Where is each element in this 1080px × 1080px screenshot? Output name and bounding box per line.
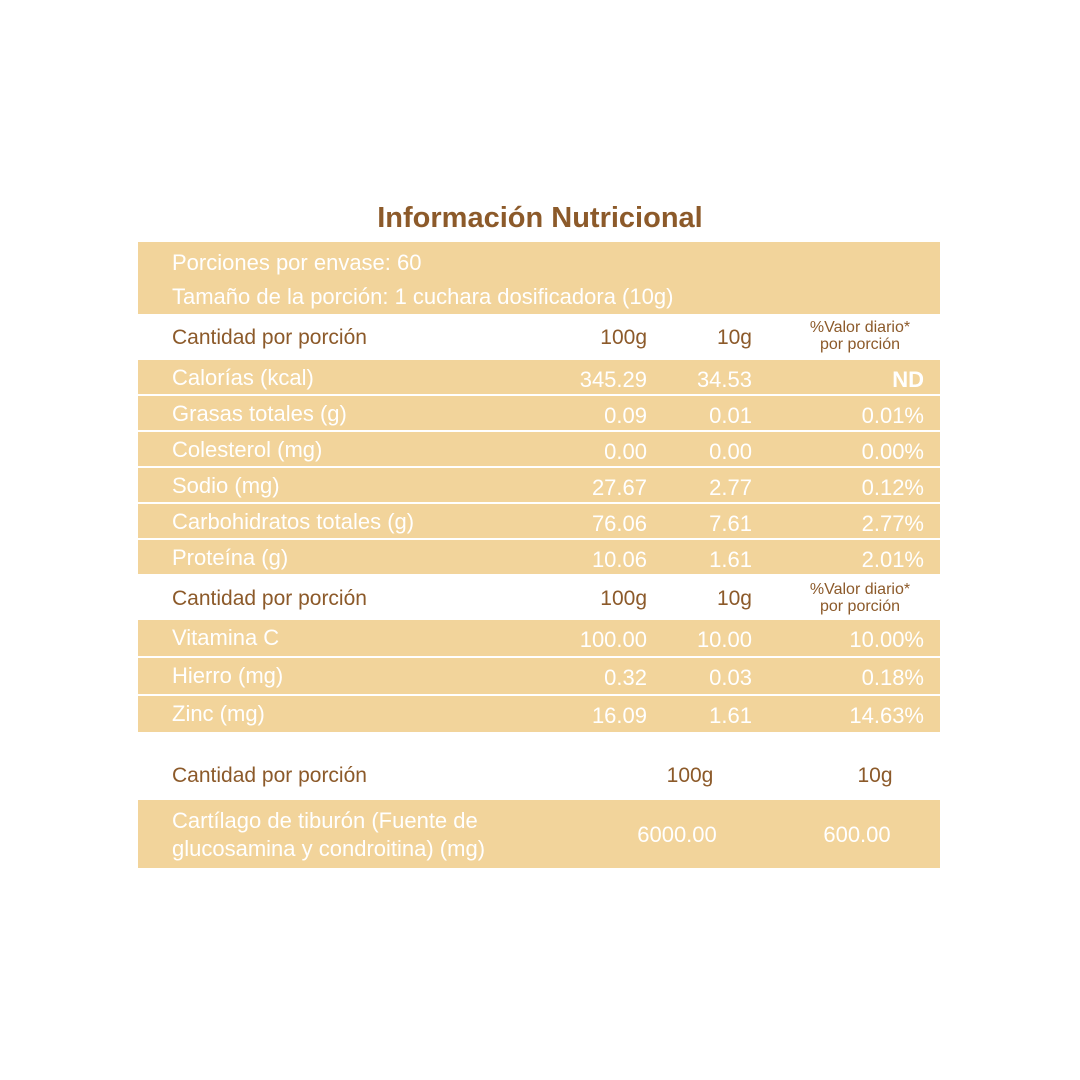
row-value: 0.03: [709, 665, 752, 690]
row-label: Zinc (mg): [172, 701, 265, 726]
row-label: Hierro (mg): [172, 663, 284, 688]
header-dv: %Valor diario*: [809, 581, 911, 598]
row-label: Vitamina C: [172, 625, 280, 650]
row-value: 10.06: [591, 547, 647, 572]
header-col: 10g: [857, 764, 893, 787]
row-value: 0.12%: [861, 475, 924, 500]
row-value: 0.01: [709, 403, 752, 428]
row-value: 0.00%: [861, 439, 924, 464]
header-label: Cantidad por porción: [172, 764, 367, 787]
row-label: Calorías (kcal): [172, 365, 314, 390]
header-dv: %Valor diario*: [809, 319, 911, 336]
title: Información Nutricional: [377, 202, 703, 234]
row-band: [138, 620, 940, 656]
row-value: 16.09: [591, 703, 647, 728]
row-value: ND: [892, 367, 924, 392]
row-label: Colesterol (mg): [172, 437, 323, 462]
row-value: 0.00: [604, 439, 647, 464]
row-band: [138, 432, 940, 466]
row-value: 2.77%: [861, 511, 924, 536]
row-value: 345.29: [579, 367, 647, 392]
row-band: [138, 504, 940, 538]
row-label: Carbohidratos totales (g): [172, 509, 415, 534]
row-value: 0.32: [604, 665, 647, 690]
row-value: 27.67: [591, 475, 647, 500]
row-band: [138, 696, 940, 732]
header-label: Cantidad por porción: [172, 587, 367, 610]
header-dv: por porción: [819, 336, 901, 353]
serving-size: Tamaño de la porción: 1 cuchara dosifica…: [172, 284, 674, 309]
row-label: Proteína (g): [172, 545, 289, 570]
row-value: 100.00: [579, 627, 647, 652]
header-col: 100g: [600, 587, 647, 610]
row-band: [138, 360, 940, 394]
row-label: Cartílago de tiburón (Fuente de: [172, 808, 478, 833]
row-value: 2.01%: [861, 547, 924, 572]
row-value: 1.61: [709, 547, 752, 572]
serving-band: [138, 242, 940, 314]
row-label: glucosamina y condroitina) (mg): [172, 836, 486, 861]
row-value: 0.01%: [861, 403, 924, 428]
header-col: 100g: [666, 764, 714, 787]
row-value: 0.09: [604, 403, 647, 428]
header-col: 10g: [716, 326, 752, 349]
header-dv: por porción: [819, 598, 901, 615]
header-col: 100g: [600, 326, 647, 349]
row-value: 0.18%: [861, 665, 924, 690]
row-value: 2.77: [709, 475, 752, 500]
row-value: 10.00: [696, 627, 752, 652]
row-label: Sodio (mg): [172, 473, 280, 498]
row-band: [138, 540, 940, 574]
row-band: [138, 800, 940, 868]
row-value: 10.00%: [849, 627, 924, 652]
row-value: 600.00: [823, 822, 891, 847]
row-value: 7.61: [709, 511, 752, 536]
row-value: 6000.00: [637, 822, 717, 847]
header-label: Cantidad por porción: [172, 326, 367, 349]
row-band: [138, 468, 940, 502]
row-value: 0.00: [709, 439, 752, 464]
servings: Porciones por envase: 60: [172, 250, 422, 275]
row-label: Grasas totales (g): [172, 401, 347, 426]
row-band: [138, 658, 940, 694]
header-col: 10g: [716, 587, 752, 610]
row-band: [138, 396, 940, 430]
row-value: 34.53: [696, 367, 752, 392]
row-value: 1.61: [709, 703, 752, 728]
row-value: 14.63%: [849, 703, 924, 728]
row-value: 76.06: [591, 511, 647, 536]
